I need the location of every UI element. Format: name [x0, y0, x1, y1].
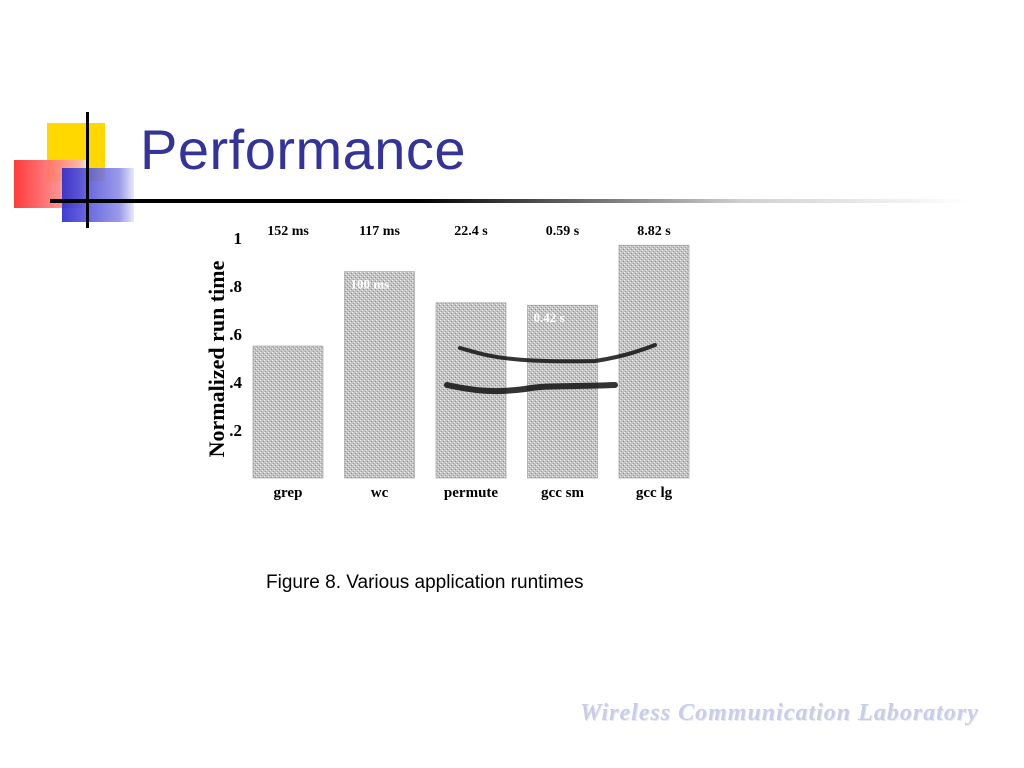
category-label: gcc lg [636, 485, 673, 501]
deco-blue-square [62, 168, 134, 222]
y-tick-label: .6 [229, 325, 242, 344]
bar-top-label: 0.59 s [546, 224, 580, 239]
bar-label-group: 100 ms 0.42 s [351, 277, 565, 326]
slide-title: Performance [140, 118, 467, 181]
scan-artifact-streak [458, 343, 657, 364]
deco-vertical-line [86, 112, 89, 228]
bar [618, 244, 690, 479]
category-label-group: grep wc permute gcc sm gcc lg [274, 485, 673, 501]
bar-inner-label: 100 ms [351, 277, 390, 292]
category-label: wc [371, 485, 389, 501]
y-tick-label: .4 [229, 373, 242, 392]
y-tick-label: 1 [234, 229, 243, 248]
y-tick-group: 1 .8 .6 .4 .2 [229, 229, 242, 440]
category-label: gcc sm [541, 485, 584, 501]
bar-top-label: 8.82 s [637, 224, 671, 239]
y-tick-label: .2 [229, 421, 242, 440]
bar [252, 345, 324, 479]
y-axis-label-group: Normalized run time [204, 260, 229, 457]
bar [344, 271, 415, 479]
figure-caption: Figure 8. Various application runtimes [266, 572, 584, 593]
bar-top-label: 22.4 s [454, 224, 488, 239]
y-tick-label: .8 [229, 277, 242, 296]
bar-top-label: 117 ms [359, 224, 400, 239]
category-label: grep [274, 485, 303, 501]
y-axis-label: Normalized run time [204, 260, 229, 457]
runtime-bar-chart: Normalized run time 1 .8 .6 .4 .2 152 ms 117 … [204, 224, 690, 501]
title-underline [50, 199, 970, 203]
lab-watermark: Wireless Communication Laboratory [580, 700, 979, 726]
category-label: permute [444, 485, 498, 501]
top-label-group: 152 ms 117 ms 22.4 s 0.59 s 8.82 s [267, 224, 671, 239]
bar-inner-label: 0.42 s [534, 310, 565, 325]
scan-artifact-streak [444, 382, 618, 395]
bar-top-label: 152 ms [267, 224, 309, 239]
bar [527, 304, 598, 479]
bar-group [252, 244, 690, 479]
